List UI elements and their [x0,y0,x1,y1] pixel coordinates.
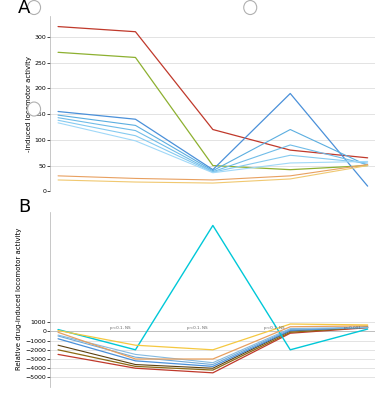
Text: B: B [18,198,30,216]
Text: A: A [18,0,30,17]
Ellipse shape [244,0,257,15]
Ellipse shape [27,0,41,15]
Y-axis label: Relative drug-induced locomotor activity: Relative drug-induced locomotor activity [17,228,22,370]
Y-axis label: -induced locomotor activity: -induced locomotor activity [26,56,32,152]
Text: p<0.1, NS: p<0.1, NS [187,326,208,330]
Text: p<0.001: p<0.001 [343,326,361,330]
Text: p<0.1, NS: p<0.1, NS [110,326,130,330]
Ellipse shape [27,102,41,116]
Text: p<0.1, NS: p<0.1, NS [264,326,285,330]
